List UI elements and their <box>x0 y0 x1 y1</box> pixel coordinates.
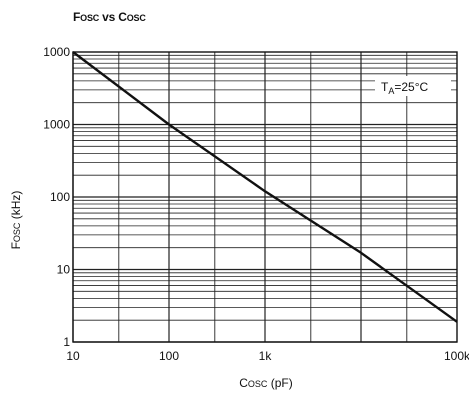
y-tick-label: 1000 <box>43 45 70 59</box>
title-text: F <box>73 10 81 24</box>
x-tick-label: 10 <box>66 349 80 363</box>
y-tick-label: 10 <box>57 263 71 277</box>
annotation-group: TA=25°C <box>375 76 451 96</box>
annotation-subscript: A <box>388 86 394 96</box>
series-line <box>72 51 458 323</box>
chart-title: FOSC vs COSC <box>73 10 146 24</box>
xlabel-unit: (pF) <box>267 376 293 390</box>
title-subscript: OSC <box>80 13 100 23</box>
annotation-main: T <box>381 80 389 94</box>
annotation-end: =25°C <box>394 80 428 94</box>
y-tick-label: 1000 <box>43 118 70 132</box>
grid <box>72 51 458 343</box>
x-tick-label: 1k <box>259 349 273 363</box>
plot-border <box>72 51 458 343</box>
x-tick-label: 100k <box>444 349 469 363</box>
xlabel-main: C <box>239 376 248 390</box>
annotation-box <box>375 76 451 96</box>
y-tick-label: 100 <box>50 190 70 204</box>
title-subscript-end: OSC <box>126 13 146 23</box>
y-tick-label: 1 <box>63 335 70 349</box>
ylabel-unit: (kHz) <box>9 190 23 223</box>
ylabel-subscript: OSC <box>12 222 22 243</box>
x-axis-label: COSC (pF) <box>239 376 293 390</box>
annotation-label: TA=25°C <box>381 80 429 96</box>
ylabel-main: F <box>9 242 23 250</box>
series-group <box>72 51 458 323</box>
xlabel-subscript: OSC <box>247 379 268 389</box>
x-tick-label: 100 <box>159 349 179 363</box>
title-text-mid: vs C <box>99 10 127 24</box>
